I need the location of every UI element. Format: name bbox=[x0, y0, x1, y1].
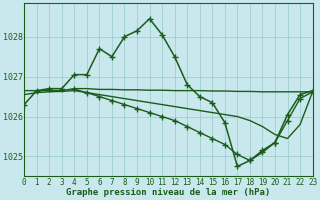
X-axis label: Graphe pression niveau de la mer (hPa): Graphe pression niveau de la mer (hPa) bbox=[66, 188, 270, 197]
